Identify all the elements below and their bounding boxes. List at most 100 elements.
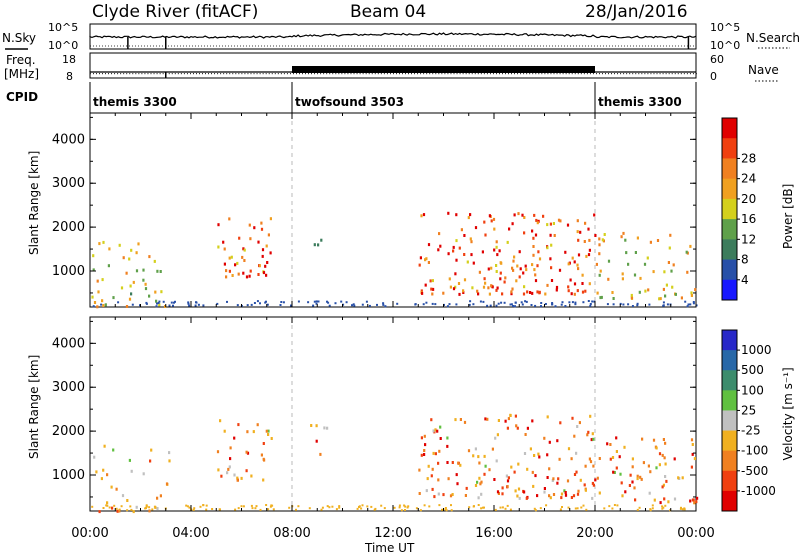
nave-dot bbox=[356, 73, 358, 75]
range-cell bbox=[361, 303, 364, 306]
range-cell bbox=[194, 304, 197, 307]
range-cell bbox=[315, 300, 318, 303]
range-cell bbox=[126, 499, 129, 502]
range-cell bbox=[223, 262, 226, 266]
range-cell bbox=[505, 474, 508, 478]
range-cell bbox=[517, 487, 521, 491]
range-cell bbox=[455, 473, 458, 477]
range-cell bbox=[439, 425, 442, 429]
range-cell bbox=[567, 447, 571, 451]
range-cell bbox=[623, 445, 626, 449]
range-cell bbox=[612, 303, 615, 306]
range-cell bbox=[431, 279, 434, 283]
range-cell bbox=[470, 240, 473, 244]
xtick-label: 00:00 bbox=[677, 526, 714, 541]
range-cell bbox=[219, 419, 222, 423]
range-cell bbox=[592, 464, 595, 468]
range-cell bbox=[142, 268, 145, 272]
nave-dot bbox=[544, 73, 546, 75]
range-cell bbox=[668, 246, 671, 250]
range-cell bbox=[418, 263, 421, 267]
range-cell bbox=[406, 506, 409, 509]
range-cell bbox=[553, 234, 556, 237]
range-cell bbox=[228, 217, 231, 221]
range-cell bbox=[573, 434, 576, 438]
range-cell bbox=[598, 243, 601, 247]
range-cell bbox=[655, 466, 658, 470]
range-cell bbox=[145, 505, 148, 508]
range-cell bbox=[612, 297, 615, 300]
range-cell bbox=[643, 262, 647, 266]
range-cell bbox=[586, 433, 589, 437]
range-cell bbox=[496, 253, 499, 257]
range-cell bbox=[237, 423, 240, 427]
range-cell bbox=[621, 277, 624, 281]
range-cell bbox=[543, 490, 546, 494]
nave-dot bbox=[271, 73, 273, 75]
range-cell bbox=[229, 446, 232, 450]
range-cell bbox=[501, 492, 504, 496]
nave-dot bbox=[156, 73, 158, 75]
colorbar-tick-label: 24 bbox=[741, 172, 756, 186]
range-cell bbox=[199, 505, 202, 508]
range-cell bbox=[686, 305, 689, 308]
range-cell bbox=[496, 286, 499, 290]
range-cell bbox=[455, 303, 458, 306]
range-cell bbox=[93, 301, 97, 304]
range-cell bbox=[663, 270, 666, 274]
xtick-label: 16:00 bbox=[475, 526, 512, 541]
range-cell bbox=[434, 428, 437, 432]
range-cell bbox=[690, 291, 693, 295]
nave-dot bbox=[611, 73, 612, 75]
range-cell bbox=[540, 302, 543, 304]
range-cell bbox=[525, 300, 528, 303]
range-cell bbox=[543, 436, 546, 440]
range-cell bbox=[681, 508, 684, 511]
range-cell bbox=[483, 277, 486, 281]
range-cell bbox=[238, 236, 241, 240]
range-cell bbox=[598, 457, 601, 460]
range-cell bbox=[396, 302, 399, 305]
nave-dot bbox=[411, 73, 412, 75]
range-cell bbox=[226, 471, 229, 475]
range-cell bbox=[427, 243, 431, 247]
range-cell bbox=[651, 504, 654, 507]
range-cell bbox=[424, 258, 427, 262]
range-cell bbox=[649, 509, 652, 512]
range-cell bbox=[437, 248, 440, 252]
nave-dot bbox=[344, 73, 346, 75]
range-cell bbox=[577, 489, 580, 493]
range-cell bbox=[245, 469, 248, 473]
range-cell bbox=[511, 266, 514, 270]
range-cell bbox=[439, 437, 442, 440]
range-cell bbox=[687, 303, 690, 306]
range-cell bbox=[638, 506, 641, 509]
colorbar-tick-label: 500 bbox=[741, 363, 764, 377]
range-cell bbox=[560, 492, 564, 496]
nave-dot bbox=[171, 73, 173, 75]
nave-dot bbox=[323, 73, 325, 75]
range-cell bbox=[524, 433, 527, 436]
range-cell bbox=[582, 301, 585, 304]
range-cell bbox=[576, 219, 579, 223]
range-cell bbox=[583, 240, 586, 243]
range-cell bbox=[148, 506, 151, 509]
nave-dot bbox=[247, 73, 249, 75]
range-cell bbox=[262, 478, 265, 482]
range-cell bbox=[398, 506, 401, 509]
range-cell bbox=[252, 430, 255, 434]
range-cell bbox=[510, 290, 513, 294]
nave-dot bbox=[229, 73, 231, 75]
nave-dot bbox=[650, 73, 652, 75]
nave-dot bbox=[196, 73, 197, 75]
range-cell bbox=[257, 240, 260, 244]
range-cell bbox=[132, 510, 135, 514]
nave-dot bbox=[293, 73, 294, 75]
nave-dot bbox=[456, 73, 458, 75]
range-cell bbox=[513, 213, 516, 217]
range-cell bbox=[691, 452, 694, 456]
range-cell bbox=[559, 508, 562, 511]
range-cell bbox=[685, 250, 688, 254]
range-cell bbox=[421, 291, 424, 295]
nave-dot bbox=[629, 73, 631, 75]
